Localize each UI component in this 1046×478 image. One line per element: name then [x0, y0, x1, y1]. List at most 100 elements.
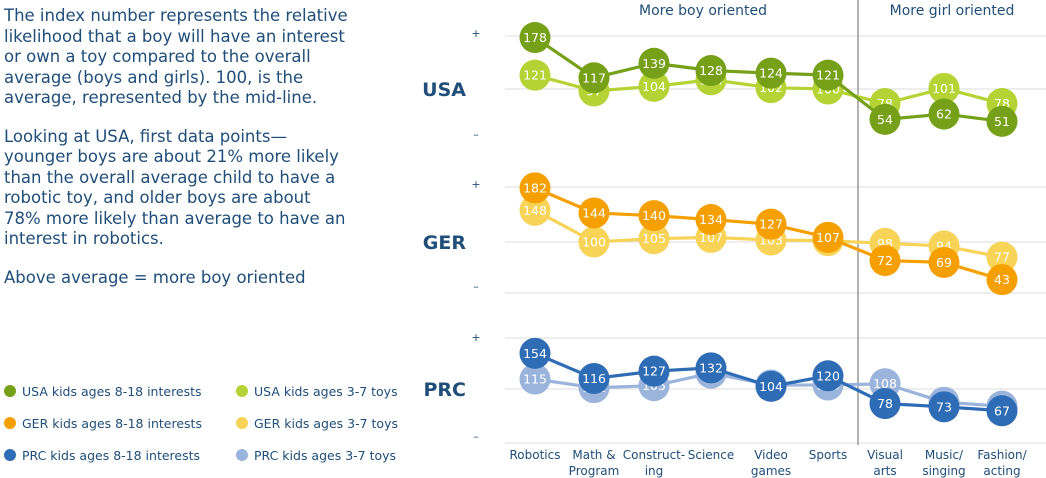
section-label-boy: More boy oriented [639, 3, 767, 19]
description-paragraph-1: The index number represents the relative… [4, 6, 348, 107]
category-label: games [751, 464, 791, 478]
category-label: Music/ [925, 448, 964, 462]
data-point [519, 337, 551, 369]
category-label: Science [688, 448, 735, 462]
data-label: 178 [523, 30, 547, 45]
data-point [755, 57, 787, 89]
data-point [928, 72, 960, 104]
legend-label: USA kids ages 8-18 interests [22, 384, 202, 399]
data-label: 69 [936, 255, 952, 270]
data-label: 182 [523, 180, 547, 195]
data-label: 132 [699, 360, 723, 375]
data-label: 107 [816, 230, 840, 245]
panel-label: GER [423, 232, 467, 254]
data-point [755, 370, 787, 402]
legend-label: GER kids ages 3-7 toys [254, 416, 398, 431]
data-point [928, 98, 960, 130]
data-label: 134 [699, 212, 723, 227]
category-label: Sports [809, 448, 847, 462]
legend-dot [236, 449, 248, 461]
data-label: 144 [582, 205, 606, 220]
data-label: 127 [642, 364, 666, 379]
data-point [695, 204, 727, 236]
data-point [519, 194, 551, 226]
data-label: 104 [759, 379, 783, 394]
data-label: 108 [873, 376, 897, 391]
data-point [928, 391, 960, 423]
minus-marker: – [473, 280, 479, 293]
data-label: 54 [877, 112, 893, 127]
data-label: 67 [994, 403, 1010, 418]
data-point [928, 246, 960, 278]
data-point [986, 241, 1018, 273]
data-point [869, 244, 901, 276]
category-label: Fashion/ [977, 448, 1027, 462]
legend-item: PRC kids ages 3-7 toys [236, 448, 396, 463]
legend-label: USA kids ages 3-7 toys [254, 384, 398, 399]
data-point [638, 47, 670, 79]
data-label: 51 [994, 114, 1010, 129]
data-label: 148 [523, 203, 547, 218]
data-label: 116 [582, 371, 606, 386]
data-label: 73 [936, 399, 952, 414]
data-point [638, 355, 670, 387]
data-label: 124 [759, 66, 783, 81]
legend-item: GER kids ages 3-7 toys [236, 416, 398, 431]
plus-marker: + [471, 27, 480, 40]
category-label: ing [645, 464, 664, 478]
data-point [812, 59, 844, 91]
data-label: 117 [582, 70, 606, 85]
data-label: 121 [816, 68, 840, 83]
data-point [812, 360, 844, 392]
description-paragraph-2: Looking at USA, first data points— young… [4, 126, 346, 249]
data-point [638, 70, 670, 102]
data-label: 43 [994, 272, 1010, 287]
data-point [519, 22, 551, 54]
data-point [578, 226, 610, 258]
plus-marker: + [471, 178, 480, 191]
data-point [519, 59, 551, 91]
legend-dot [4, 385, 16, 397]
legend-item: PRC kids ages 8-18 interests [4, 448, 200, 463]
panel-label: USA [422, 79, 466, 101]
panel-usa: USA+–12197104114102100781017817811713912… [422, 22, 1018, 141]
panels: USA+–12197104114102100781017817811713912… [422, 22, 1018, 443]
category-label: Program [569, 464, 620, 478]
category-label: arts [873, 464, 896, 478]
section-label-girl: More girl oriented [890, 3, 1015, 19]
data-point [812, 221, 844, 253]
data-point [986, 264, 1018, 296]
data-point [695, 55, 727, 87]
legend-label: PRC kids ages 8-18 interests [22, 448, 201, 463]
data-label: 62 [936, 107, 952, 122]
data-label: 128 [699, 63, 723, 78]
data-point [519, 172, 551, 204]
legend-item: GER kids ages 8-18 interests [4, 416, 202, 431]
legend-dot [4, 449, 16, 461]
legend-dot [236, 385, 248, 397]
category-label: acting [983, 464, 1020, 478]
description-paragraph-3: Above average = more boy oriented [4, 267, 306, 287]
data-label: 105 [642, 231, 666, 246]
category-label: Construct- [623, 448, 685, 462]
data-point [986, 395, 1018, 427]
category-label: Visual [867, 448, 903, 462]
data-point [695, 352, 727, 384]
data-point [578, 362, 610, 394]
data-label: 154 [523, 346, 547, 361]
data-label: 120 [816, 368, 840, 383]
data-label: 101 [932, 81, 956, 96]
description: The index number represents the relative… [4, 6, 349, 306]
data-point [638, 200, 670, 232]
panel-ger: GER+–14810010510710310298947718214414013… [423, 172, 1018, 296]
data-point [578, 62, 610, 94]
data-label: 115 [523, 372, 547, 387]
legend-dot [236, 417, 248, 429]
data-label: 100 [582, 235, 606, 250]
data-label: 78 [877, 396, 893, 411]
data-point [869, 388, 901, 420]
legend-item: USA kids ages 8-18 interests [4, 384, 202, 399]
category-label: Robotics [510, 448, 561, 462]
